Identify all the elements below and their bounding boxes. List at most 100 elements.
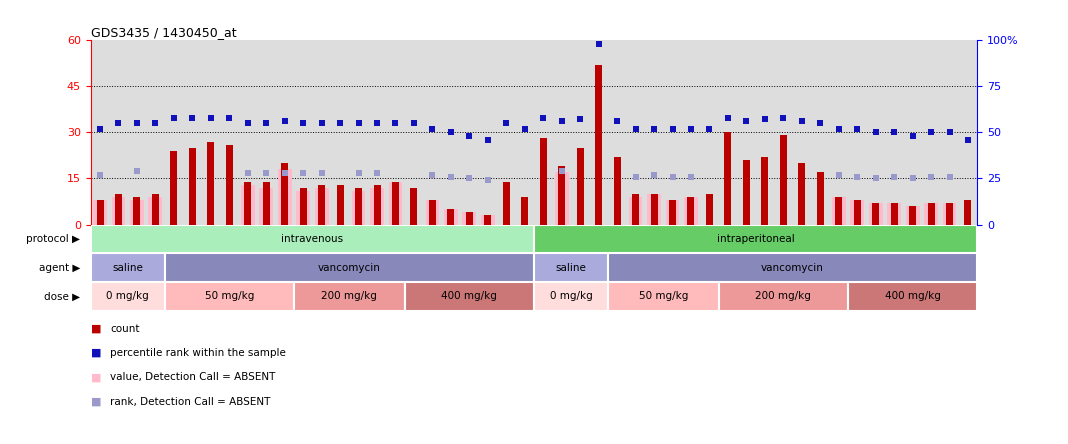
Bar	[189, 148, 195, 225]
Bar	[946, 203, 953, 225]
Bar	[906, 206, 920, 225]
Bar	[207, 142, 215, 225]
Text: 200 mg/kg: 200 mg/kg	[321, 291, 377, 301]
Text: 50 mg/kg: 50 mg/kg	[205, 291, 254, 301]
Bar	[481, 215, 494, 225]
Bar	[296, 191, 310, 225]
Text: value, Detection Call = ABSENT: value, Detection Call = ABSENT	[110, 373, 276, 382]
Bar	[539, 139, 547, 225]
Bar	[909, 206, 916, 225]
Bar	[164, 254, 534, 282]
Bar	[152, 194, 159, 225]
Text: 0 mg/kg: 0 mg/kg	[550, 291, 593, 301]
Bar	[148, 197, 162, 225]
Text: intravenous: intravenous	[281, 234, 344, 244]
Bar	[371, 188, 384, 225]
Text: 50 mg/kg: 50 mg/kg	[639, 291, 688, 301]
Bar	[650, 194, 658, 225]
Bar	[554, 172, 568, 225]
Bar	[115, 194, 122, 225]
Bar	[853, 200, 861, 225]
Bar	[91, 254, 164, 282]
Bar	[595, 64, 602, 225]
Bar	[503, 182, 509, 225]
Bar	[835, 197, 843, 225]
Bar	[688, 197, 694, 225]
Bar	[743, 160, 750, 225]
Text: count: count	[110, 324, 140, 333]
Text: 200 mg/kg: 200 mg/kg	[755, 291, 812, 301]
Bar	[888, 203, 901, 225]
Bar	[873, 203, 879, 225]
Bar	[632, 194, 639, 225]
Bar	[300, 188, 307, 225]
Bar	[96, 200, 104, 225]
Bar	[164, 282, 294, 311]
Text: agent ▶: agent ▶	[38, 263, 80, 273]
Bar	[780, 135, 787, 225]
Bar	[134, 197, 141, 225]
Text: protocol ▶: protocol ▶	[26, 234, 80, 244]
Bar	[240, 185, 254, 225]
Bar	[444, 209, 458, 225]
Bar	[355, 188, 362, 225]
Bar	[608, 254, 977, 282]
Bar	[964, 200, 972, 225]
Text: ■: ■	[91, 397, 101, 407]
Bar	[761, 157, 768, 225]
Bar	[850, 200, 864, 225]
Bar	[724, 132, 732, 225]
Bar	[466, 212, 473, 225]
Bar	[315, 188, 329, 225]
Bar	[817, 172, 823, 225]
Text: intraperitoneal: intraperitoneal	[717, 234, 795, 244]
Bar	[281, 163, 288, 225]
Text: saline: saline	[112, 263, 143, 273]
Bar	[534, 225, 977, 254]
Bar	[245, 182, 251, 225]
Bar	[336, 185, 344, 225]
Text: vancomycin: vancomycin	[761, 263, 824, 273]
Bar	[260, 188, 273, 225]
Text: vancomycin: vancomycin	[318, 263, 381, 273]
Bar	[868, 203, 882, 225]
Bar	[374, 185, 380, 225]
Bar	[429, 200, 436, 225]
Text: percentile rank within the sample: percentile rank within the sample	[110, 348, 286, 358]
Text: rank, Detection Call = ABSENT: rank, Detection Call = ABSENT	[110, 397, 270, 407]
Bar	[462, 212, 476, 225]
Bar	[484, 215, 491, 225]
Bar	[91, 282, 164, 311]
Bar	[608, 282, 719, 311]
Bar	[706, 194, 713, 225]
Bar	[891, 203, 897, 225]
Bar	[943, 203, 957, 225]
Bar	[294, 282, 405, 311]
Bar	[924, 203, 938, 225]
Bar	[832, 197, 846, 225]
Bar	[614, 157, 621, 225]
Bar	[111, 197, 125, 225]
Bar	[684, 197, 697, 225]
Text: ■: ■	[91, 373, 101, 382]
Bar	[719, 282, 848, 311]
Bar	[647, 194, 661, 225]
Bar	[278, 169, 292, 225]
Bar	[225, 145, 233, 225]
Bar	[405, 282, 534, 311]
Bar	[521, 197, 529, 225]
Text: saline: saline	[555, 263, 586, 273]
Bar	[93, 200, 107, 225]
Bar	[263, 182, 270, 225]
Bar	[91, 225, 534, 254]
Text: 0 mg/kg: 0 mg/kg	[107, 291, 150, 301]
Bar	[318, 185, 325, 225]
Bar	[669, 200, 676, 225]
Bar	[665, 200, 679, 225]
Text: GDS3435 / 1430450_at: GDS3435 / 1430450_at	[91, 26, 236, 39]
Text: 400 mg/kg: 400 mg/kg	[441, 291, 498, 301]
Bar	[351, 191, 365, 225]
Bar	[534, 254, 608, 282]
Bar	[577, 148, 584, 225]
Text: ■: ■	[91, 348, 101, 358]
